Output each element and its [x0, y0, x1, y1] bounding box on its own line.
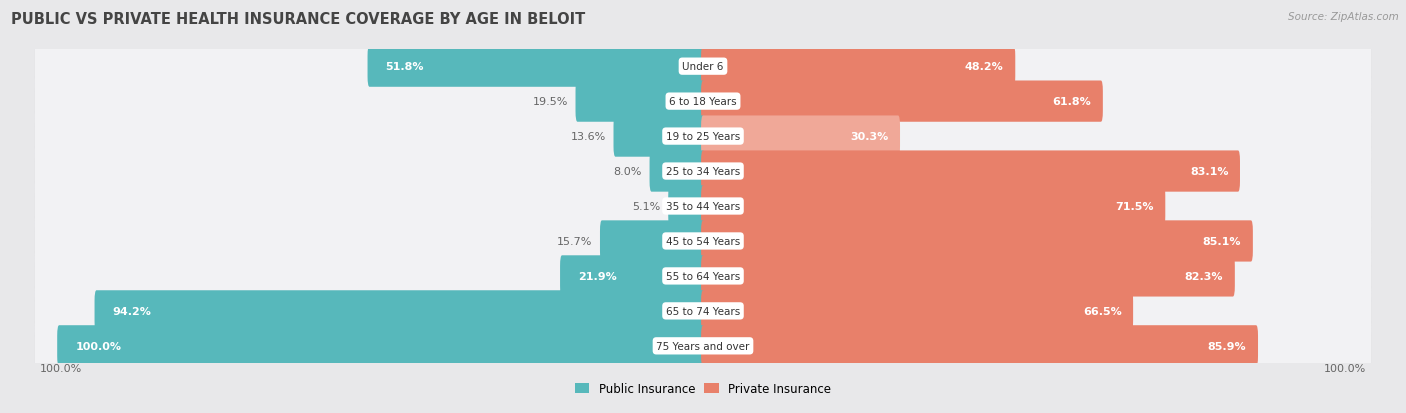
Text: 85.1%: 85.1%	[1202, 236, 1241, 247]
FancyBboxPatch shape	[35, 199, 1371, 284]
Text: 94.2%: 94.2%	[112, 306, 152, 316]
FancyBboxPatch shape	[702, 291, 1133, 332]
FancyBboxPatch shape	[35, 24, 1371, 111]
FancyBboxPatch shape	[35, 163, 1371, 250]
FancyBboxPatch shape	[35, 234, 1371, 319]
FancyBboxPatch shape	[35, 94, 1371, 179]
FancyBboxPatch shape	[35, 198, 1371, 285]
Text: 65 to 74 Years: 65 to 74 Years	[666, 306, 740, 316]
FancyBboxPatch shape	[35, 268, 1371, 354]
FancyBboxPatch shape	[613, 116, 704, 157]
Text: 45 to 54 Years: 45 to 54 Years	[666, 236, 740, 247]
FancyBboxPatch shape	[35, 268, 1371, 355]
FancyBboxPatch shape	[560, 256, 704, 297]
FancyBboxPatch shape	[35, 129, 1371, 214]
FancyBboxPatch shape	[702, 221, 1253, 262]
FancyBboxPatch shape	[702, 116, 900, 157]
Text: 82.3%: 82.3%	[1185, 271, 1223, 281]
FancyBboxPatch shape	[575, 81, 704, 122]
Legend: Public Insurance, Private Insurance: Public Insurance, Private Insurance	[571, 378, 835, 399]
Text: Source: ZipAtlas.com: Source: ZipAtlas.com	[1288, 12, 1399, 22]
FancyBboxPatch shape	[367, 46, 704, 88]
FancyBboxPatch shape	[702, 151, 1240, 192]
Text: 71.5%: 71.5%	[1115, 202, 1154, 211]
FancyBboxPatch shape	[702, 46, 1015, 88]
FancyBboxPatch shape	[35, 58, 1371, 145]
Text: 19.5%: 19.5%	[533, 97, 568, 107]
Text: 55 to 64 Years: 55 to 64 Years	[666, 271, 740, 281]
Text: 100.0%: 100.0%	[39, 363, 82, 373]
Text: 25 to 34 Years: 25 to 34 Years	[666, 166, 740, 177]
Text: 8.0%: 8.0%	[613, 166, 641, 177]
FancyBboxPatch shape	[35, 304, 1371, 389]
Text: 35 to 44 Years: 35 to 44 Years	[666, 202, 740, 211]
FancyBboxPatch shape	[650, 151, 704, 192]
FancyBboxPatch shape	[35, 164, 1371, 249]
Text: 100.0%: 100.0%	[1324, 363, 1367, 373]
Text: PUBLIC VS PRIVATE HEALTH INSURANCE COVERAGE BY AGE IN BELOIT: PUBLIC VS PRIVATE HEALTH INSURANCE COVER…	[11, 12, 585, 27]
Text: 5.1%: 5.1%	[633, 202, 661, 211]
FancyBboxPatch shape	[668, 186, 704, 227]
FancyBboxPatch shape	[35, 128, 1371, 215]
Text: 61.8%: 61.8%	[1053, 97, 1091, 107]
Text: 66.5%: 66.5%	[1083, 306, 1122, 316]
Text: 85.9%: 85.9%	[1208, 341, 1247, 351]
FancyBboxPatch shape	[35, 233, 1371, 320]
Text: 13.6%: 13.6%	[571, 132, 606, 142]
Text: 15.7%: 15.7%	[557, 236, 592, 247]
Text: 75 Years and over: 75 Years and over	[657, 341, 749, 351]
FancyBboxPatch shape	[35, 24, 1371, 109]
FancyBboxPatch shape	[702, 256, 1234, 297]
FancyBboxPatch shape	[35, 93, 1371, 180]
FancyBboxPatch shape	[58, 325, 704, 367]
FancyBboxPatch shape	[94, 291, 704, 332]
Text: 19 to 25 Years: 19 to 25 Years	[666, 132, 740, 142]
FancyBboxPatch shape	[702, 186, 1166, 227]
Text: 51.8%: 51.8%	[385, 62, 425, 72]
Text: 48.2%: 48.2%	[965, 62, 1004, 72]
FancyBboxPatch shape	[702, 325, 1258, 367]
Text: 83.1%: 83.1%	[1189, 166, 1229, 177]
Text: 100.0%: 100.0%	[76, 341, 121, 351]
Text: 6 to 18 Years: 6 to 18 Years	[669, 97, 737, 107]
FancyBboxPatch shape	[702, 81, 1102, 122]
Text: Under 6: Under 6	[682, 62, 724, 72]
Text: 30.3%: 30.3%	[851, 132, 889, 142]
FancyBboxPatch shape	[600, 221, 704, 262]
FancyBboxPatch shape	[35, 59, 1371, 145]
Text: 21.9%: 21.9%	[578, 271, 617, 281]
FancyBboxPatch shape	[35, 302, 1371, 389]
